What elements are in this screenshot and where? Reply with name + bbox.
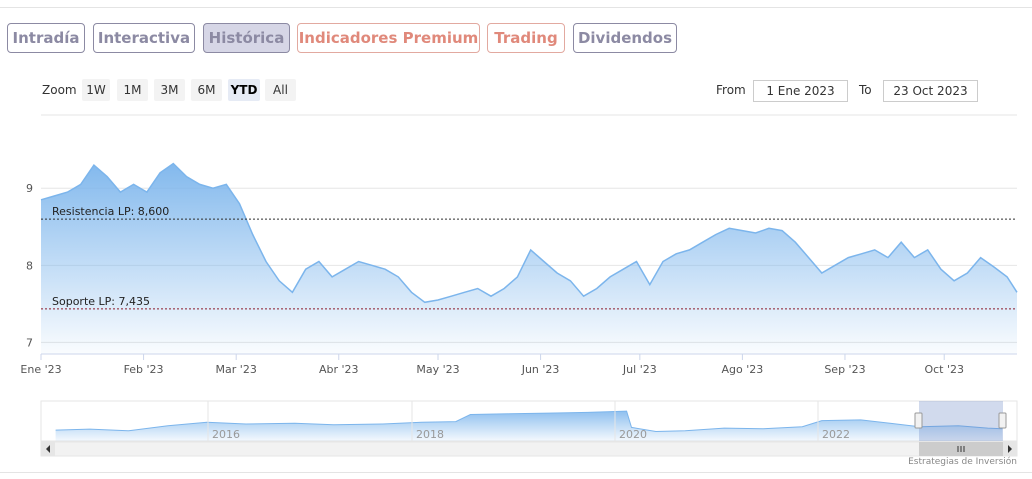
x-tick-label: Sep '23 bbox=[824, 363, 865, 376]
series-area bbox=[41, 163, 1017, 354]
to-label: To bbox=[859, 83, 872, 97]
tab-intradia[interactable]: Intradía bbox=[7, 23, 85, 53]
zoom-button-1m[interactable]: 1M bbox=[117, 79, 148, 101]
scrollbar-grip-icon bbox=[957, 446, 965, 452]
to-date-input[interactable]: 23 Oct 2023 bbox=[883, 80, 978, 102]
y-tick-label: 8 bbox=[26, 259, 33, 272]
zoom-button-6m[interactable]: 6M bbox=[191, 79, 222, 101]
x-tick-label: Feb '23 bbox=[124, 363, 164, 376]
navigator-year-label: 2020 bbox=[619, 428, 647, 441]
x-tick-label: May '23 bbox=[416, 363, 459, 376]
scrollbar-track[interactable] bbox=[40, 441, 1018, 457]
x-tick-label: Ene '23 bbox=[20, 363, 61, 376]
tab-trading[interactable]: Trading bbox=[487, 23, 565, 53]
tab-interactiva[interactable]: Interactiva bbox=[93, 23, 195, 53]
navigator-right-handle[interactable] bbox=[998, 412, 1007, 429]
x-tick-label: Ago '23 bbox=[722, 363, 764, 376]
stock-chart: Zoom 1W 1M 3M 6M YTD All From 1 Ene 2023… bbox=[0, 60, 1032, 479]
from-date-input[interactable]: 1 Ene 2023 bbox=[753, 80, 848, 102]
navigator-line bbox=[55, 410, 1003, 433]
series-line[interactable] bbox=[40, 162, 1018, 304]
navigator-year-label: 2016 bbox=[212, 428, 240, 441]
navigator-year-label: 2018 bbox=[416, 428, 444, 441]
resistance-label: Resistencia LP: 8,600 bbox=[52, 205, 169, 218]
from-label: From bbox=[716, 83, 746, 97]
zoom-button-1w[interactable]: 1W bbox=[82, 79, 110, 101]
x-tick-label: Mar '23 bbox=[216, 363, 257, 376]
chart-svg: Resistencia LP: 8,600 Soporte LP: 7,435 7… bbox=[20, 114, 1018, 457]
scrollbar-left-arrow-icon bbox=[46, 445, 50, 453]
zoom-button-all[interactable]: All bbox=[265, 79, 296, 101]
navigator-left-handle[interactable] bbox=[914, 412, 923, 429]
tab-indicadores-premium[interactable]: Indicadores Premium bbox=[297, 23, 480, 53]
x-tick-label: Jun '23 bbox=[521, 363, 560, 376]
tab-historica[interactable]: Histórica bbox=[203, 23, 290, 53]
x-tick-label: Oct '23 bbox=[924, 363, 964, 376]
scrollbar-right-arrow-icon bbox=[1008, 445, 1012, 453]
tab-dividendos[interactable]: Dividendos bbox=[573, 23, 677, 53]
bottom-divider bbox=[0, 472, 1032, 473]
y-tick-label: 7 bbox=[26, 336, 33, 349]
x-tick-label: Jul '23 bbox=[622, 363, 657, 376]
zoom-button-ytd[interactable]: YTD bbox=[228, 79, 260, 101]
support-label: Soporte LP: 7,435 bbox=[52, 295, 150, 308]
navigator-area bbox=[55, 411, 1003, 441]
navigator-selected-range[interactable] bbox=[919, 401, 1003, 441]
navigator-year-label: 2022 bbox=[822, 428, 850, 441]
zoom-label: Zoom bbox=[42, 83, 77, 97]
y-tick-label: 9 bbox=[26, 182, 33, 195]
zoom-button-3m[interactable]: 3M bbox=[154, 79, 185, 101]
credits-label: Estrategias de Inversión bbox=[908, 457, 1017, 467]
top-divider bbox=[0, 7, 1032, 8]
x-tick-label: Abr '23 bbox=[319, 363, 359, 376]
